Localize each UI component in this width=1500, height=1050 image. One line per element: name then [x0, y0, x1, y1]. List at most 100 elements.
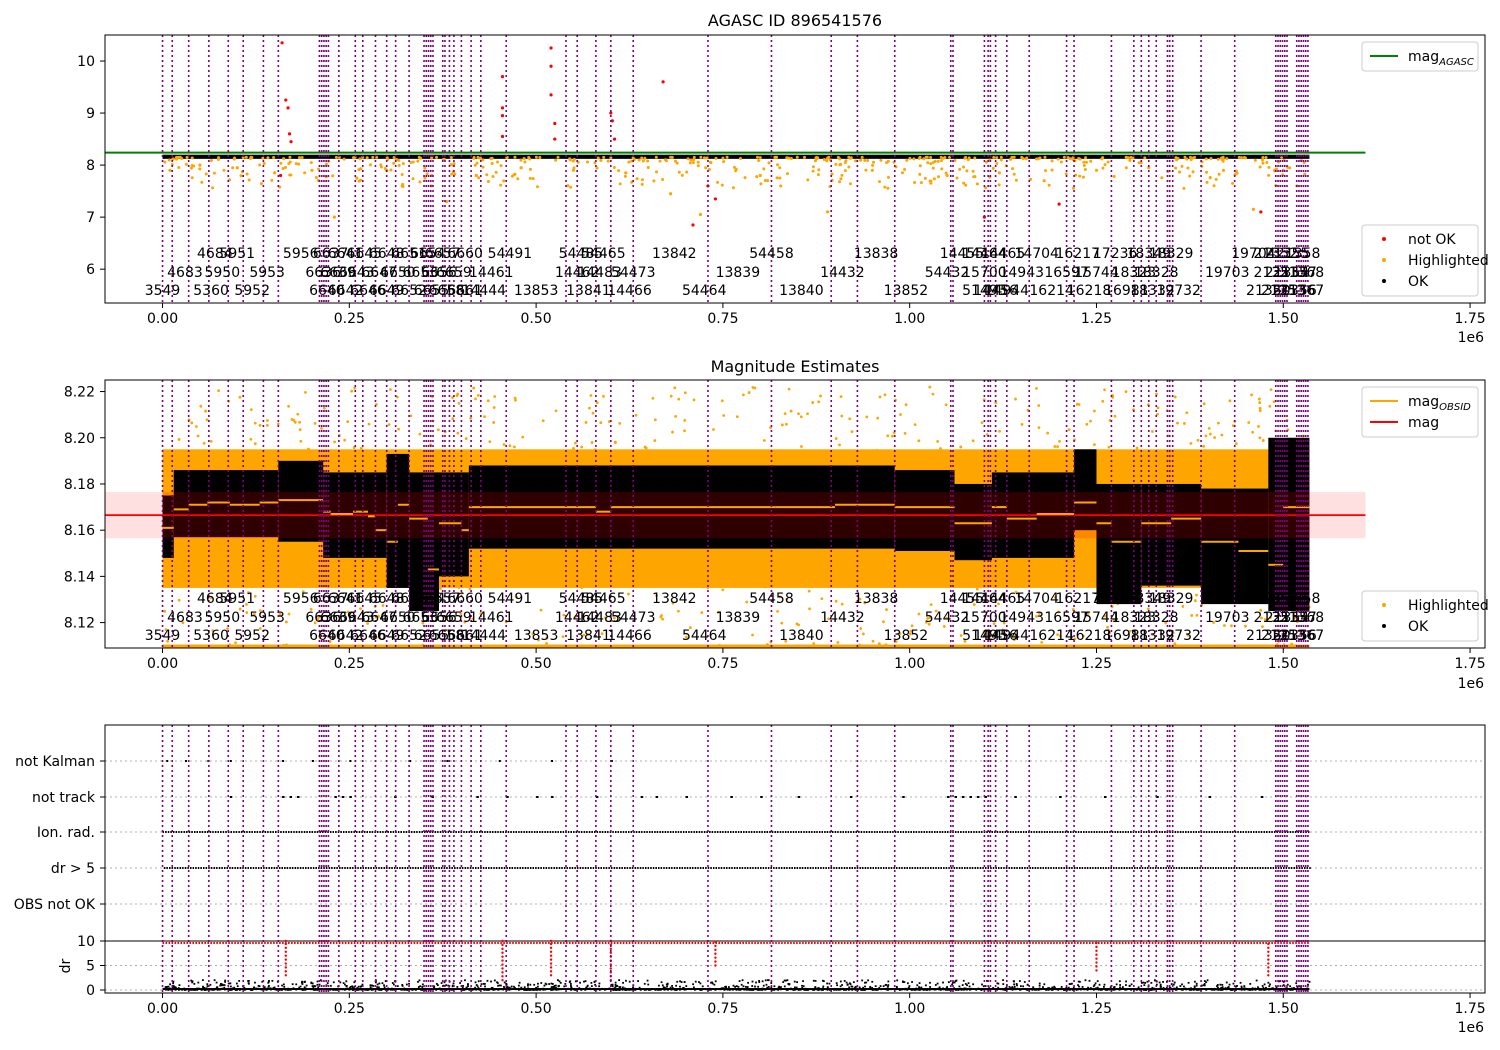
dr-gt-5-point [1011, 867, 1013, 869]
highlighted-point [199, 404, 203, 408]
highlighted-point [472, 156, 476, 160]
highlighted-point [910, 624, 914, 628]
highlighted-point [1051, 566, 1055, 570]
dr-point [1195, 984, 1198, 987]
dr-gt-5-point [294, 867, 297, 869]
highlighted-point [322, 406, 326, 410]
dr-gt-5-point [498, 867, 501, 869]
dr-gt-5-point [718, 867, 720, 869]
dr-spike-point [501, 939, 504, 943]
dr-point [303, 986, 306, 989]
dr-gt-5-red-point [258, 941, 260, 944]
highlighted-point [367, 422, 371, 426]
highlighted-point [847, 155, 851, 159]
dr-point [788, 983, 791, 985]
dr-gt-5-point [278, 867, 281, 869]
dr-point [1092, 985, 1095, 988]
dr-point [1239, 981, 1242, 984]
highlighted-point [613, 440, 617, 444]
dr-point [725, 985, 727, 988]
dr-point [514, 987, 516, 989]
dr-gt-5-red-point [1184, 941, 1187, 944]
dr-gt-5-point [1306, 867, 1309, 869]
dr-point [762, 984, 765, 987]
dr-point [349, 986, 351, 989]
estimates-panel-title: Magnitude Estimates [711, 357, 880, 376]
highlighted-point [945, 616, 948, 620]
dr-point [1019, 985, 1022, 988]
highlighted-point [409, 160, 413, 164]
dr-spike-point [1095, 965, 1098, 968]
dr-point [342, 982, 345, 984]
dr-gt-5-point [1029, 867, 1031, 869]
highlighted-point [692, 547, 696, 551]
highlighted-point [1058, 634, 1062, 638]
dr-gt-5-red-point [754, 941, 756, 944]
obsid-label: 6652 [391, 283, 427, 299]
dr-gt-5-red-point [580, 941, 583, 944]
highlighted-point [839, 177, 843, 181]
dr-point [1293, 987, 1295, 989]
ion-rad-point [567, 831, 570, 833]
dr-point [452, 982, 455, 985]
dr-gt-5-point [218, 867, 221, 869]
dr-point [313, 985, 316, 987]
highlighted-point [1173, 642, 1177, 646]
dr-point [332, 981, 335, 984]
dr-gt-5-point [694, 867, 697, 869]
dr-gt-5-point [882, 867, 885, 869]
highlighted-point [820, 597, 824, 601]
highlighted-point [397, 164, 401, 168]
obsid-label: 17236 [1093, 591, 1138, 607]
obsid-label: 4684 [197, 246, 233, 262]
dr-gt-5-red-point [691, 941, 694, 944]
ion-rad-point [758, 831, 761, 833]
highlighted-point [929, 162, 933, 166]
dr-gt-5-red-point [820, 941, 822, 944]
dr-point [1159, 983, 1162, 986]
dr-point [1077, 984, 1079, 987]
highlighted-point [541, 419, 545, 423]
dr-point [657, 984, 660, 987]
not-track-point [1014, 796, 1017, 798]
obsid-label: 54432 [925, 610, 970, 626]
dr-point [1002, 983, 1005, 985]
highlighted-point [298, 420, 301, 424]
ion-rad-point [1067, 831, 1069, 833]
dr-point [724, 985, 727, 988]
highlighted-point [418, 432, 422, 436]
highlighted-point [1058, 440, 1061, 443]
dr-gt-5-point [242, 867, 244, 869]
highlighted-point [423, 166, 427, 170]
dr-spike-point [1267, 958, 1270, 961]
highlighted-point [379, 165, 383, 169]
highlighted-point [1204, 434, 1208, 438]
highlighted-point [346, 610, 350, 614]
highlighted-point [618, 182, 622, 186]
dr-gt-5-red-point [476, 941, 478, 944]
not-ok-point [713, 197, 718, 201]
dr-gt-5-point [621, 867, 623, 869]
dr-gt-5-red-point [1286, 941, 1288, 944]
highlighted-point [1176, 464, 1180, 468]
obsid-label: 16214 [1029, 628, 1074, 644]
dr-point [233, 986, 236, 989]
not-track-point [334, 796, 337, 798]
ion-rad-point [821, 831, 824, 833]
ion-rad-point [392, 831, 395, 833]
dr-gt-5-red-point [1136, 941, 1139, 944]
dr-gt-5-point [699, 867, 702, 869]
highlighted-point [595, 166, 599, 170]
dr-gt-5-point [1128, 867, 1131, 869]
highlighted-point [1205, 170, 1209, 174]
x-tick-label: 1.00 [894, 656, 925, 672]
highlighted-point [817, 168, 821, 172]
dr-gt-5-point [417, 867, 419, 869]
dr-point [443, 981, 446, 984]
dr-gt-5-point [1290, 867, 1293, 869]
not-ok-point [286, 106, 290, 110]
highlighted-point [259, 182, 263, 186]
dr-gt-5-point [189, 867, 192, 869]
highlighted-point [783, 412, 787, 416]
ion-rad-point [416, 831, 418, 833]
